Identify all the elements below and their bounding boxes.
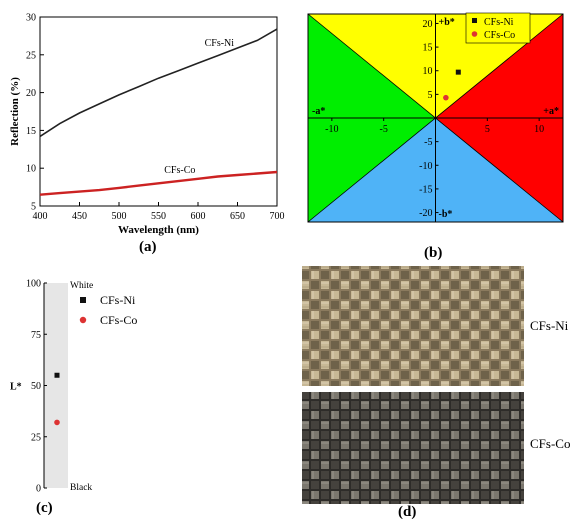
series-line-a	[39, 170, 278, 196]
legend-label-c: CFs-Co	[100, 313, 137, 327]
plot-frame-a	[39, 16, 278, 207]
y-tick-label-a: 20	[26, 88, 36, 99]
y-tick-label-c: 25	[31, 432, 41, 443]
axis-label-pos-a: +a*	[543, 106, 559, 117]
x-tick-label-b: 10	[534, 124, 544, 135]
series-line-a	[39, 28, 278, 138]
panel-label-b: (b)	[424, 245, 443, 261]
photo-cfs-ni	[302, 266, 524, 386]
y-tick-label-b: -15	[419, 184, 432, 195]
y-tick-label-b: 10	[423, 66, 433, 77]
legend-marker-b	[471, 31, 478, 37]
y-tick-label-b: 15	[423, 43, 433, 54]
x-tick-label-a: 500	[112, 211, 127, 222]
y-axis-label-c: L*	[10, 382, 22, 393]
y-tick-label-c: 75	[31, 330, 41, 341]
y-tick-label-b: 5	[428, 90, 433, 101]
legend-label-c: CFs-Ni	[100, 293, 136, 307]
x-tick-label-a: 600	[191, 211, 206, 222]
panel-label-c: (c)	[36, 500, 53, 516]
legend-label-b: CFs-Ni	[484, 17, 514, 28]
x-axis-label-a: Wavelength (nm)	[118, 224, 199, 236]
legend-marker-c	[79, 316, 87, 324]
bottom-label-c: Black	[70, 483, 92, 493]
y-axis-label-a: Reflection (%)	[9, 77, 21, 146]
data-point-c	[54, 372, 60, 378]
data-point-b	[443, 94, 449, 101]
x-tick-label-b: -10	[325, 124, 338, 135]
y-tick-label-a: 30	[26, 13, 36, 24]
legend-label-b: CFs-Co	[484, 30, 515, 41]
chart-c: 0 25 50 75 100 L* White Black CFs-Ni CFs-Co	[10, 279, 137, 495]
legend-marker-b	[472, 18, 477, 23]
photo-label-ni: CFs-Ni	[530, 318, 569, 333]
axis-label-pos-b: +b*	[439, 17, 455, 28]
y-tick-label-a: 25	[26, 50, 36, 61]
photo-label-co: CFs-Co	[530, 436, 571, 451]
panel-label-d: (d)	[398, 504, 417, 520]
chart-a: 400 450 500 550 600 650 700 5 10 15 20 25 30 Waveleng…	[9, 13, 285, 237]
x-tick-label-a: 700	[270, 211, 285, 222]
x-tick-label-a: 450	[72, 211, 87, 222]
x-tick-label-a: 550	[151, 211, 166, 222]
x-tick-label-a: 400	[33, 211, 48, 222]
data-point-c	[54, 419, 60, 426]
y-tick-label-c: 0	[36, 484, 41, 495]
y-tick-label-c: 50	[31, 381, 41, 392]
axis-label-neg-a: -a*	[312, 106, 325, 117]
lightness-bar	[44, 283, 68, 488]
y-tick-label-b: -10	[419, 161, 432, 172]
top-label-c: White	[70, 281, 93, 291]
y-tick-label-a: 10	[26, 164, 36, 175]
axis-label-neg-b: -b*	[439, 209, 453, 220]
x-tick-label-b: 5	[485, 124, 490, 135]
y-tick-label-b: -20	[419, 208, 432, 219]
photo-panel	[302, 266, 524, 504]
y-tick-label-b: 20	[423, 19, 433, 30]
data-point-b	[455, 69, 461, 75]
plot-frame-b	[307, 13, 564, 223]
chart-b: -10 -5 5 10 -20 -15 -10 -5 5 10 15 20 -a* +a* +b* -b* CF…	[307, 12, 564, 223]
y-tick-label-a: 5	[31, 202, 36, 213]
y-tick-label-a: 15	[26, 126, 36, 137]
series-label-a: CFs-Co	[164, 165, 195, 176]
y-tick-label-c: 100	[26, 279, 41, 290]
x-tick-label-a: 650	[230, 211, 245, 222]
series-label-a: CFs-Ni	[205, 38, 235, 49]
photo-cfs-co	[302, 392, 524, 504]
y-tick-label-b: -5	[424, 137, 432, 148]
panel-label-a: (a)	[139, 239, 157, 255]
legend-marker-c	[80, 297, 86, 303]
x-tick-label-b: -5	[379, 124, 387, 135]
